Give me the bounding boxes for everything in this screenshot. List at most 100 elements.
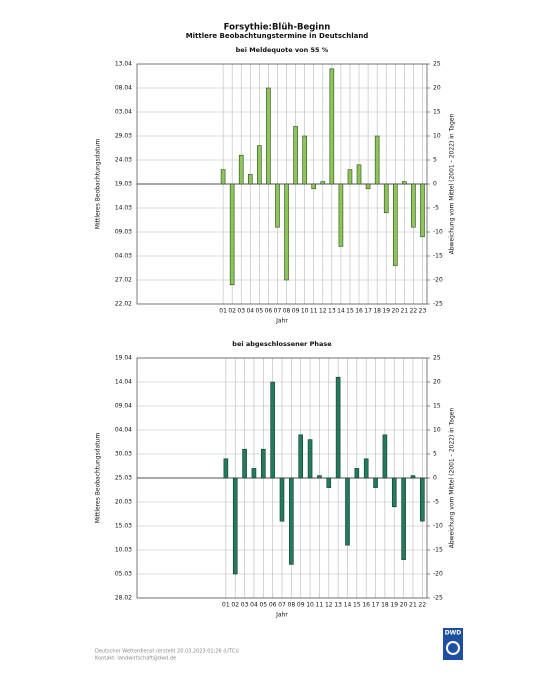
y-tick-label: 27.02 [115,277,132,284]
y-tick-label: 05.03 [115,571,132,578]
bar [232,477,238,575]
bar [373,477,378,488]
x-tick-label: 03 [241,602,249,609]
x-tick-label: 09 [292,308,300,315]
y2-tick-label: -20 [433,571,443,578]
y2-tick-label: 0 [433,181,437,188]
bar [307,439,313,479]
x-tick-label: 20 [391,308,399,315]
y2-tick-label: -25 [433,301,443,308]
y2-tick-label: 25 [433,355,441,362]
bar [275,183,280,228]
x-tick-label: 04 [250,602,258,609]
y-tick-label: 24.03 [115,157,132,164]
x-tick-label: 16 [362,602,370,609]
y2-tick-label: -25 [433,595,443,602]
y2-axis-label: Abweichung vom Mittel (2001 - 2022) in T… [449,114,456,255]
bar [374,135,380,185]
x-tick-label: 19 [382,308,390,315]
bar [257,145,262,185]
x-tick-label: 01 [222,602,230,609]
y-tick-label: 14.04 [115,379,132,386]
bar [420,183,425,238]
x-tick-label: 18 [381,602,389,609]
y2-tick-label: -5 [433,499,439,506]
y2-tick-label: 15 [433,403,441,410]
y-tick-label: 29.03 [115,133,132,140]
x-tick-label: 15 [346,308,354,315]
bar [345,477,350,546]
y-tick-label: 15.03 [115,523,132,530]
x-tick-label: 08 [288,602,296,609]
y-axis-label: Mittleres Beobachtungsdatum [95,139,102,230]
bar [326,477,332,488]
bar [354,468,360,479]
y-tick-label: 25.03 [115,475,132,482]
bar [229,183,235,286]
x-tick-label: 08 [283,308,291,315]
bar [335,376,341,479]
x-tick-label: 04 [246,308,254,315]
x-tick-label: 14 [337,308,345,315]
bar [420,477,425,522]
bar [410,475,416,479]
bar [298,434,304,479]
y-tick-label: 19.03 [115,181,132,188]
x-tick-label: 16 [355,308,363,315]
bar [347,169,353,185]
logo-icon [446,641,460,655]
y-tick-label: 20.03 [115,499,132,506]
x-tick-label: 10 [306,602,314,609]
bar [223,458,229,479]
x-axis-label: Jahr [275,612,288,619]
x-tick-label: 09 [297,602,305,609]
y-tick-label: 14.03 [115,205,132,212]
bar [242,448,247,479]
x-tick-label: 13 [334,602,342,609]
x-tick-label: 21 [409,602,417,609]
y2-tick-label: -15 [433,253,443,260]
x-tick-label: 21 [401,308,409,315]
bar [247,174,253,185]
subtitle: Mittlere Beobachtungstermine in Deutschl… [186,32,369,40]
bar [238,154,244,185]
y-tick-label: 19.04 [115,355,132,362]
bar [411,183,416,228]
y-tick-label: 08.04 [115,85,132,92]
chart-title: bei Meldequote von 55 % [236,46,329,54]
x-tick-label: 06 [265,308,273,315]
x-tick-label: 05 [259,602,267,609]
bar [401,477,406,560]
y-tick-label: 13.04 [115,61,132,68]
x-tick-label: 11 [316,602,324,609]
x-tick-label: 22 [419,602,427,609]
x-tick-label: 22 [410,308,418,315]
bar [338,183,344,247]
x-tick-label: 12 [319,308,327,315]
x-tick-label: 07 [278,602,286,609]
y-tick-label: 09.03 [115,229,132,236]
y-tick-label: 04.04 [115,427,132,434]
y-tick-label: 10.03 [115,547,132,554]
y2-tick-label: -15 [433,547,443,554]
x-tick-label: 01 [219,308,227,315]
y-tick-label: 22.02 [115,301,132,308]
bar [266,87,271,185]
y2-tick-label: 10 [433,133,441,140]
footer-text: Kontakt: landwirtschaft@dwd.de [95,656,176,662]
x-tick-label: 20 [400,602,408,609]
y2-tick-label: 25 [433,61,441,68]
bar [260,448,266,479]
x-tick-label: 11 [310,308,318,315]
x-tick-label: 17 [372,602,380,609]
bar [220,169,226,185]
x-tick-label: 05 [256,308,264,315]
x-tick-label: 12 [325,602,333,609]
y2-tick-label: 0 [433,475,437,482]
y2-tick-label: -10 [433,229,443,236]
x-tick-label: 13 [328,308,336,315]
y-tick-label: 30.03 [115,451,132,458]
x-tick-label: 06 [269,602,277,609]
bar [320,181,326,185]
